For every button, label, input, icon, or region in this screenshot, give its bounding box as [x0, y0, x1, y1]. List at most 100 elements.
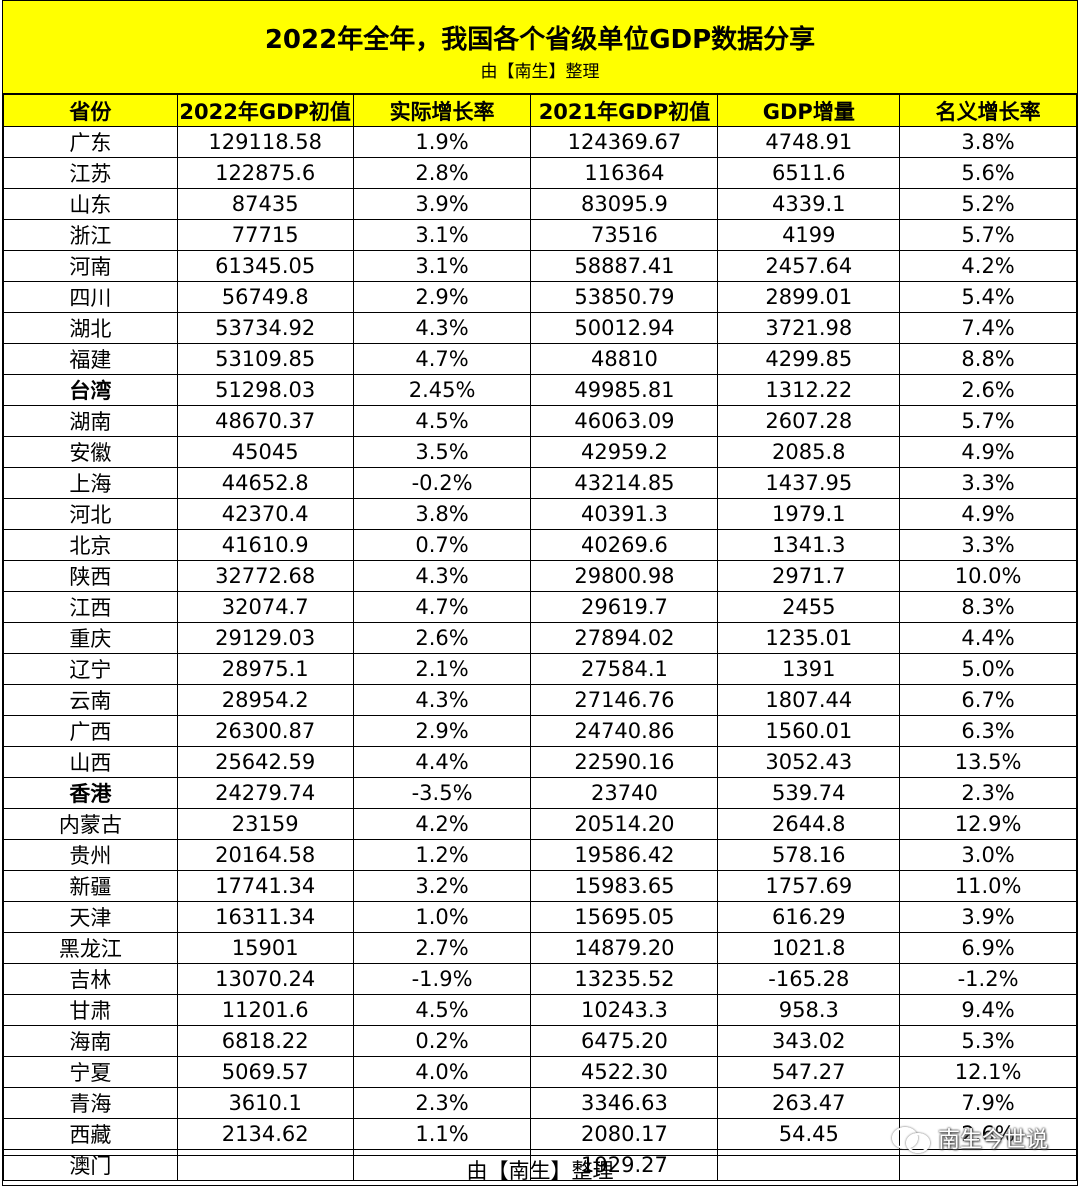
- gdp-increase-cell: 343.02: [717, 1025, 901, 1057]
- table-row: 甘肃 11201.6 4.5% 10243.3 958.3 9.4%: [3, 994, 1077, 1026]
- gdp-2021-cell: 46063.09: [530, 405, 719, 437]
- real-growth-cell: 4.2%: [352, 808, 532, 840]
- gdp-2021-cell: 6475.20: [530, 1025, 719, 1057]
- real-growth-cell: 2.6%: [352, 622, 532, 654]
- table-row: 重庆 29129.03 2.6% 27894.02 1235.01 4.4%: [3, 622, 1077, 654]
- province-cell: 广东: [3, 126, 178, 158]
- table-row: 山西 25642.59 4.4% 22590.16 3052.43 13.5%: [3, 746, 1077, 778]
- gdp-increase-cell: 1391: [717, 653, 901, 685]
- gdp-increase-cell: 1979.1: [717, 498, 901, 530]
- gdp-2022-cell: 32074.7: [176, 591, 354, 623]
- gdp-2022-cell: 29129.03: [176, 622, 354, 654]
- real-growth-cell: 0.7%: [352, 529, 532, 561]
- table-row: 贵州 20164.58 1.2% 19586.42 578.16 3.0%: [3, 839, 1077, 871]
- gdp-2021-cell: 27146.76: [530, 684, 719, 716]
- gdp-increase-cell: 1341.3: [717, 529, 901, 561]
- gdp-increase-cell: 2644.8: [717, 808, 901, 840]
- wechat-icon: [891, 1124, 932, 1153]
- gdp-increase-cell: 2085.8: [717, 436, 901, 468]
- gdp-increase-cell: -165.28: [717, 963, 901, 995]
- gdp-increase-cell: 1021.8: [717, 932, 901, 964]
- nominal-growth-cell: 3.3%: [899, 529, 1077, 561]
- real-growth-cell: 2.45%: [352, 374, 532, 406]
- real-growth-cell: -1.9%: [352, 963, 532, 995]
- province-cell: 内蒙古: [3, 808, 178, 840]
- table-row: 辽宁 28975.1 2.1% 27584.1 1391 5.0%: [3, 653, 1077, 685]
- nominal-growth-cell: 9.4%: [899, 994, 1077, 1026]
- province-cell: 陕西: [3, 560, 178, 592]
- gdp-2021-cell: 58887.41: [530, 250, 719, 282]
- gdp-2022-cell: 77715: [176, 219, 354, 251]
- table-row: 广西 26300.87 2.9% 24740.86 1560.01 6.3%: [3, 715, 1077, 747]
- real-growth-cell: -0.2%: [352, 467, 532, 499]
- column-header-province: 省份: [3, 94, 178, 127]
- table-row: 海南 6818.22 0.2% 6475.20 343.02 5.3%: [3, 1025, 1077, 1057]
- gdp-2021-cell: 42959.2: [530, 436, 719, 468]
- real-growth-cell: 2.7%: [352, 932, 532, 964]
- province-cell: 黑龙江: [3, 932, 178, 964]
- table-row: 陕西 32772.68 4.3% 29800.98 2971.7 10.0%: [3, 560, 1077, 592]
- gdp-2022-cell: 17741.34: [176, 870, 354, 902]
- real-growth-cell: 4.3%: [352, 684, 532, 716]
- table-row: 湖北 53734.92 4.3% 50012.94 3721.98 7.4%: [3, 312, 1077, 344]
- province-cell: 重庆: [3, 622, 178, 654]
- province-cell: 贵州: [3, 839, 178, 871]
- nominal-growth-cell: 11.0%: [899, 870, 1077, 902]
- province-cell: 湖北: [3, 312, 178, 344]
- gdp-2021-cell: 10243.3: [530, 994, 719, 1026]
- gdp-increase-cell: 1757.69: [717, 870, 901, 902]
- gdp-2022-cell: 5069.57: [176, 1056, 354, 1088]
- province-cell: 吉林: [3, 963, 178, 995]
- gdp-2022-cell: 87435: [176, 188, 354, 220]
- gdp-2022-cell: 56749.8: [176, 281, 354, 313]
- gdp-2021-cell: 27894.02: [530, 622, 719, 654]
- gdp-increase-cell: 1235.01: [717, 622, 901, 654]
- province-cell: 河南: [3, 250, 178, 282]
- nominal-growth-cell: 5.4%: [899, 281, 1077, 313]
- nominal-growth-cell: 6.7%: [899, 684, 1077, 716]
- watermark-text: 南生今世说: [937, 1128, 1048, 1153]
- province-cell: 安徽: [3, 436, 178, 468]
- province-cell: 广西: [3, 715, 178, 747]
- gdp-2021-cell: 124369.67: [530, 126, 719, 158]
- nominal-growth-cell: 5.7%: [899, 405, 1077, 437]
- table-row: 上海 44652.8 -0.2% 43214.85 1437.95 3.3%: [3, 467, 1077, 499]
- province-cell: 北京: [3, 529, 178, 561]
- gdp-2022-cell: 6818.22: [176, 1025, 354, 1057]
- nominal-growth-cell: 3.8%: [899, 126, 1077, 158]
- gdp-increase-cell: 3052.43: [717, 746, 901, 778]
- table-row: 湖南 48670.37 4.5% 46063.09 2607.28 5.7%: [3, 405, 1077, 437]
- real-growth-cell: 4.7%: [352, 343, 532, 375]
- real-growth-cell: 3.5%: [352, 436, 532, 468]
- table-row: 北京 41610.9 0.7% 40269.6 1341.3 3.3%: [3, 529, 1077, 561]
- nominal-growth-cell: 5.0%: [899, 653, 1077, 685]
- gdp-increase-cell: 263.47: [717, 1087, 901, 1119]
- province-cell: 湖南: [3, 405, 178, 437]
- province-cell: 云南: [3, 684, 178, 716]
- gdp-increase-cell: 3721.98: [717, 312, 901, 344]
- nominal-growth-cell: 5.2%: [899, 188, 1077, 220]
- gdp-2022-cell: 42370.4: [176, 498, 354, 530]
- gdp-increase-cell: 4299.85: [717, 343, 901, 375]
- gdp-2021-cell: 24740.86: [530, 715, 719, 747]
- gdp-2021-cell: 29619.7: [530, 591, 719, 623]
- table-row: 香港 24279.74 -3.5% 23740 539.74 2.3%: [3, 777, 1077, 809]
- province-cell: 天津: [3, 901, 178, 933]
- gdp-2021-cell: 29800.98: [530, 560, 719, 592]
- nominal-growth-cell: 4.2%: [899, 250, 1077, 282]
- gdp-2021-cell: 13235.52: [530, 963, 719, 995]
- nominal-growth-cell: 5.7%: [899, 219, 1077, 251]
- gdp-increase-cell: 2607.28: [717, 405, 901, 437]
- gdp-2022-cell: 53734.92: [176, 312, 354, 344]
- gdp-2021-cell: 14879.20: [530, 932, 719, 964]
- gdp-2022-cell: [176, 1149, 354, 1181]
- nominal-growth-cell: 2.6%: [899, 374, 1077, 406]
- nominal-growth-cell: 4.9%: [899, 498, 1077, 530]
- province-cell: 四川: [3, 281, 178, 313]
- real-growth-cell: 4.3%: [352, 312, 532, 344]
- province-cell: 澳门: [3, 1149, 178, 1181]
- gdp-2022-cell: 51298.03: [176, 374, 354, 406]
- real-growth-cell: 3.2%: [352, 870, 532, 902]
- gdp-increase-cell: 578.16: [717, 839, 901, 871]
